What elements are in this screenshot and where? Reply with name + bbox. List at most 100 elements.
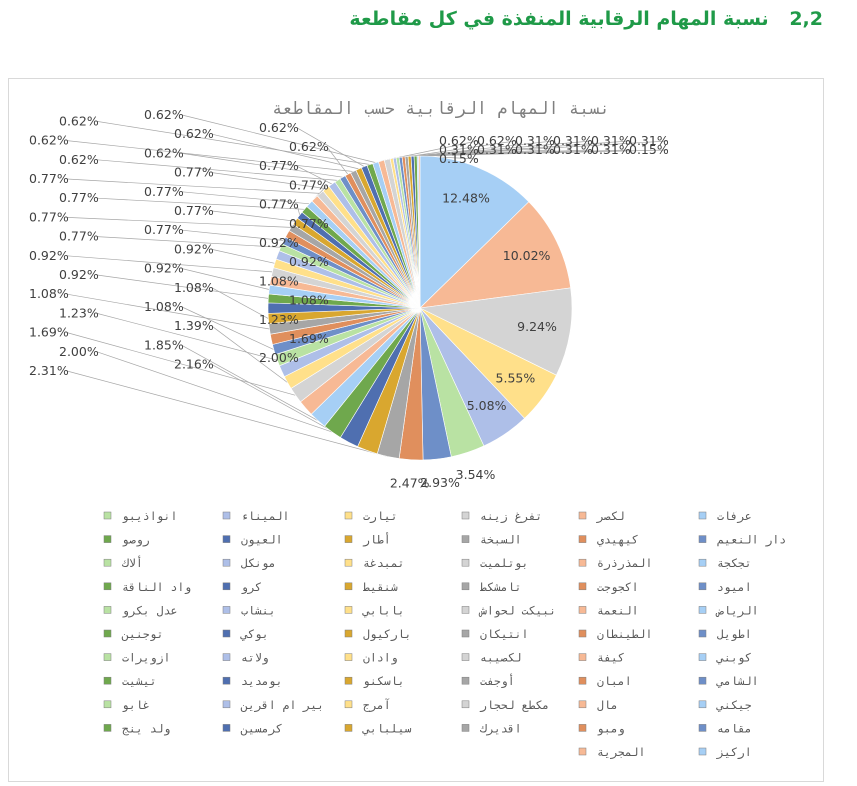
data-label: 0.77% — [174, 165, 214, 180]
data-label: 0.62% — [439, 133, 479, 148]
data-label: 0.15% — [439, 151, 479, 166]
legend-swatch — [344, 511, 353, 520]
legend-swatch — [222, 676, 231, 685]
data-label: 0.31% — [629, 133, 669, 148]
legend-label: ولد ينج — [122, 721, 171, 736]
leader-line — [211, 133, 359, 170]
legend-swatch — [698, 606, 707, 614]
leader-line — [296, 165, 333, 185]
data-label: 0.62% — [477, 133, 517, 148]
legend-swatch — [461, 676, 470, 685]
legend-swatch — [222, 511, 231, 520]
data-label: 0.92% — [174, 241, 214, 256]
legend-label: الشامي — [716, 674, 759, 688]
legend-swatch — [103, 606, 112, 614]
legend-label: ازويرات — [122, 651, 170, 666]
data-label: 0.31% — [553, 133, 593, 148]
legend-swatch — [344, 535, 353, 543]
leader-line — [181, 268, 270, 290]
data-label: 0.62% — [144, 107, 184, 122]
leader-line — [211, 325, 288, 383]
leader-line — [211, 172, 326, 189]
legend-label: مونكل — [241, 556, 276, 571]
legend-swatch — [578, 582, 587, 591]
legend-swatch — [344, 724, 353, 732]
legend-label: تفرغ زينه — [480, 509, 542, 524]
legend-label: العيون — [241, 533, 283, 548]
section-title: نسبة المهام الرقابية المنفذة في كل مقاطع… — [349, 8, 769, 30]
legend-label: مقامه — [717, 721, 752, 735]
pie-chart: نسبة المهام الرقابية حسب المقاطعة 12.48%… — [29, 99, 786, 760]
legend-label: باسكنو — [363, 674, 405, 689]
data-label: 10.02% — [503, 248, 551, 263]
data-label: 0.92% — [29, 248, 69, 263]
legend-swatch — [344, 582, 353, 591]
legend-swatch — [461, 653, 470, 661]
legend-swatch — [698, 582, 707, 591]
legend-swatch — [103, 558, 112, 567]
legend-label: تجكجة — [717, 556, 752, 570]
data-label: 5.55% — [496, 370, 536, 385]
legend-swatch — [578, 676, 587, 685]
legend-label: بومديد — [241, 674, 283, 689]
legend-label: تامشكط — [480, 580, 522, 594]
data-label: 12.48% — [442, 191, 490, 206]
legend-label: تيارت — [363, 509, 398, 524]
legend-swatch — [222, 606, 231, 614]
legend-swatch — [222, 724, 231, 732]
legend-swatch — [698, 700, 707, 709]
legend-label: المجرية — [597, 745, 645, 760]
legend-label: اميود — [717, 580, 752, 595]
leader-line — [96, 236, 281, 248]
leader-line — [66, 370, 389, 457]
legend-label: بوتلميت — [480, 556, 528, 571]
legend-label: كوبني — [716, 651, 752, 666]
data-label: 2.16% — [174, 357, 214, 372]
legend-label: جيكني — [716, 698, 752, 712]
legend-swatch — [103, 511, 112, 520]
data-label: 1.08% — [29, 286, 69, 301]
legend-swatch — [698, 629, 707, 638]
data-label: 2.93% — [420, 475, 460, 490]
legend-swatch — [461, 582, 470, 591]
data-label: 0.31% — [477, 142, 517, 157]
legend-label: ولاته — [241, 651, 269, 666]
data-label: 0.77% — [144, 222, 184, 237]
legend-swatch — [578, 724, 587, 732]
data-label: 1.85% — [144, 337, 184, 352]
leader-line — [211, 210, 296, 222]
legend: عرفات لكصر تفرغ زينه تيارت الميناء انواذيبو دا… — [103, 509, 786, 760]
leader-line — [66, 140, 354, 172]
legend-label: بنشاب — [241, 603, 276, 617]
legend-label: كرو — [241, 580, 262, 595]
data-label: 0.31% — [439, 142, 479, 157]
legend-label: المذرذرة — [597, 556, 652, 571]
legend-label: لكصر — [596, 509, 625, 524]
data-label: 0.92% — [144, 261, 184, 276]
pie-slice — [419, 201, 571, 309]
legend-label: السبخة — [480, 533, 522, 547]
leader-line — [296, 127, 365, 167]
leader-line — [296, 204, 301, 216]
leader-line — [66, 332, 296, 396]
leader-line — [96, 274, 269, 299]
leader-line — [96, 351, 333, 433]
pie-slice — [418, 287, 573, 376]
legend-label: كيفة — [597, 651, 625, 665]
legend-label: بابابي — [362, 603, 405, 617]
legend-label: النعمة — [597, 603, 639, 617]
data-label: 2.31% — [29, 363, 69, 378]
data-label: 1.08% — [144, 299, 184, 314]
legend-swatch — [578, 606, 587, 614]
leader-line — [211, 249, 275, 264]
legend-swatch — [103, 700, 112, 709]
legend-label: وادان — [363, 651, 398, 666]
legend-swatch — [461, 558, 470, 567]
legend-swatch — [578, 511, 587, 520]
data-label: 3.54% — [456, 467, 496, 482]
legend-swatch — [698, 676, 707, 685]
legend-swatch — [461, 629, 470, 638]
legend-swatch — [698, 653, 707, 661]
chart-area: نسبة المهام الرقابية حسب المقاطعة 12.48%… — [8, 78, 824, 782]
legend-label: مكطع لحجار — [479, 698, 549, 713]
